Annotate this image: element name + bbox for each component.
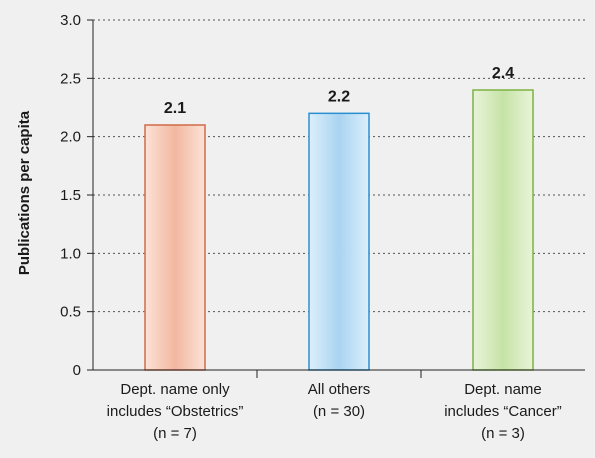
x-category-label: Dept. name only xyxy=(120,381,230,398)
x-category-label: includes “Obstetrics” xyxy=(107,403,244,420)
axes xyxy=(87,19,585,378)
bars xyxy=(144,89,534,371)
bar-value-label: 2.4 xyxy=(492,65,514,82)
y-tick-label: 0 xyxy=(73,362,81,379)
y-tick-label: 2.0 xyxy=(60,129,81,146)
y-axis-title: Publications per capita xyxy=(16,110,33,275)
bar-value-label: 2.1 xyxy=(164,100,186,117)
bar xyxy=(472,89,534,371)
y-tick-label: 3.0 xyxy=(60,12,81,29)
bar xyxy=(144,124,206,371)
x-category-label: (n = 3) xyxy=(481,425,525,442)
x-category-label: (n = 7) xyxy=(153,425,197,442)
y-tick-label: 1.5 xyxy=(60,187,81,204)
x-category-label: All others xyxy=(308,381,371,398)
bar-value-label: 2.2 xyxy=(328,88,350,105)
y-tick-label: 0.5 xyxy=(60,304,81,321)
bar xyxy=(308,112,370,371)
labels: 0 0.5 1.0 1.5 2.0 2.5 3.0 2.1 Dept. name only inc… xyxy=(60,12,562,442)
y-tick-label: 1.0 xyxy=(60,245,81,262)
x-category-label: includes “Cancer” xyxy=(444,403,562,420)
x-category-label: Dept. name xyxy=(464,381,542,398)
x-category-label: (n = 30) xyxy=(313,403,365,420)
y-tick-label: 2.5 xyxy=(60,70,81,87)
